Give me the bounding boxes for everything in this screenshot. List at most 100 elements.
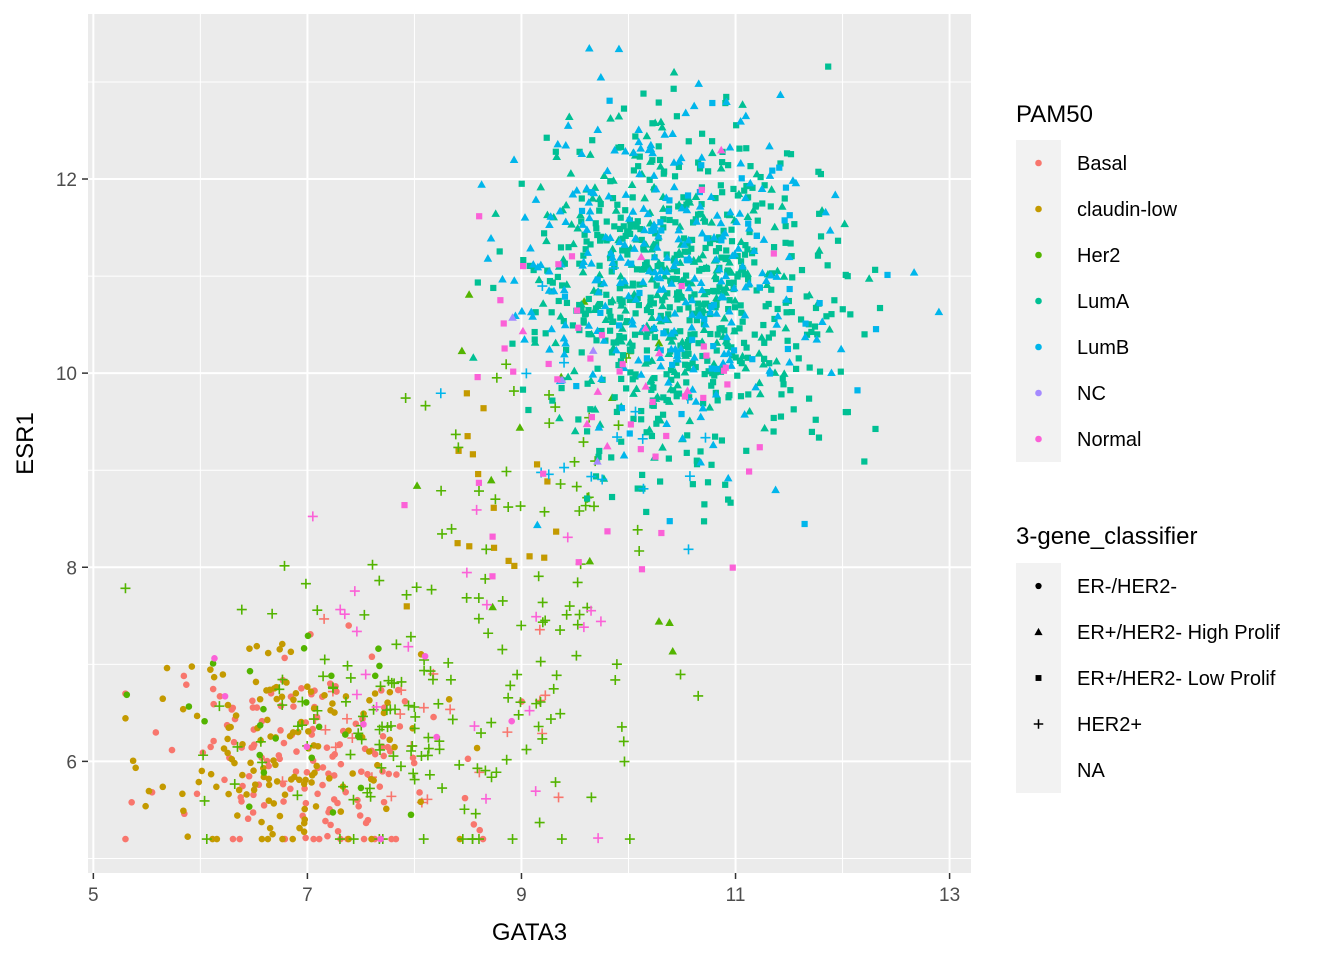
data-point	[335, 604, 346, 615]
data-point	[342, 788, 349, 796]
data-point	[670, 85, 677, 92]
data-point	[745, 391, 752, 398]
data-point	[461, 592, 472, 603]
data-point	[596, 447, 603, 455]
data-point	[723, 247, 730, 254]
data-point	[371, 690, 379, 697]
data-point	[816, 368, 824, 375]
data-point	[437, 528, 448, 539]
data-point	[152, 729, 160, 736]
data-point	[594, 423, 604, 431]
data-point	[210, 737, 217, 745]
data-point	[421, 652, 429, 660]
data-point	[599, 336, 609, 344]
data-point	[785, 357, 794, 366]
data-point	[744, 194, 752, 201]
data-point	[573, 224, 583, 232]
data-point	[812, 416, 819, 423]
data-point	[508, 717, 516, 725]
data-point	[483, 628, 494, 639]
data-point	[576, 148, 583, 155]
data-point	[584, 321, 594, 329]
data-point	[430, 713, 437, 721]
data-point	[621, 306, 630, 314]
data-point	[741, 363, 751, 372]
data-point	[608, 493, 616, 501]
data-point	[464, 755, 472, 763]
data-point	[725, 162, 732, 169]
data-point	[605, 233, 615, 241]
data-point	[672, 290, 682, 298]
data-point	[640, 193, 649, 202]
data-point	[787, 151, 795, 158]
data-point	[312, 705, 323, 716]
data-point	[272, 761, 279, 769]
data-point	[736, 145, 743, 152]
data-point	[505, 680, 516, 691]
data-point	[266, 824, 274, 832]
data-point	[783, 309, 790, 316]
data-point	[481, 544, 492, 555]
data-point	[827, 368, 836, 377]
data-point	[578, 267, 588, 276]
data-point	[741, 282, 750, 291]
data-point	[403, 641, 414, 652]
data-point	[294, 728, 302, 736]
data-point	[617, 314, 624, 321]
data-point	[585, 207, 595, 215]
data-point	[808, 328, 815, 336]
data-point	[379, 732, 387, 740]
data-point	[710, 301, 718, 309]
data-point	[300, 780, 308, 788]
data-point	[656, 353, 665, 362]
data-point	[721, 271, 731, 280]
data-point	[678, 337, 687, 346]
data-point	[209, 685, 217, 693]
data-point	[656, 415, 665, 424]
data-point	[541, 230, 548, 237]
data-point	[615, 322, 623, 329]
data-point	[612, 345, 621, 354]
data-point	[564, 601, 575, 612]
data-point	[627, 180, 637, 189]
data-point	[329, 809, 337, 816]
data-point	[406, 745, 417, 756]
data-point	[632, 524, 643, 535]
data-point	[401, 502, 408, 509]
data-point	[681, 393, 689, 400]
data-point	[736, 117, 745, 125]
data-point	[722, 332, 732, 341]
data-point	[604, 528, 611, 535]
y-tick-label: 6	[66, 752, 77, 773]
data-point	[559, 462, 570, 473]
data-point	[754, 349, 764, 357]
data-point	[730, 296, 740, 304]
data-point	[677, 328, 684, 335]
data-point	[403, 603, 410, 610]
data-point	[360, 835, 368, 843]
data-point	[584, 198, 594, 206]
data-point	[738, 100, 747, 108]
data-point	[349, 586, 360, 597]
data-point	[457, 346, 467, 355]
data-point	[724, 348, 733, 357]
data-point	[663, 432, 670, 440]
data-point	[693, 461, 701, 468]
data-point	[477, 180, 486, 188]
data-point	[725, 355, 735, 364]
data-point	[586, 792, 597, 803]
data-point	[409, 774, 420, 785]
data-point	[688, 245, 695, 252]
data-point	[489, 533, 496, 540]
legend-key-basal	[1035, 159, 1042, 167]
data-point	[564, 112, 574, 121]
data-point	[578, 437, 589, 448]
data-point	[563, 121, 573, 129]
data-point	[812, 335, 822, 343]
data-point	[651, 334, 658, 341]
data-point	[314, 790, 321, 798]
legend-key-box	[1016, 747, 1061, 793]
data-point	[640, 265, 647, 273]
data-point	[179, 705, 187, 713]
data-point	[840, 219, 849, 228]
